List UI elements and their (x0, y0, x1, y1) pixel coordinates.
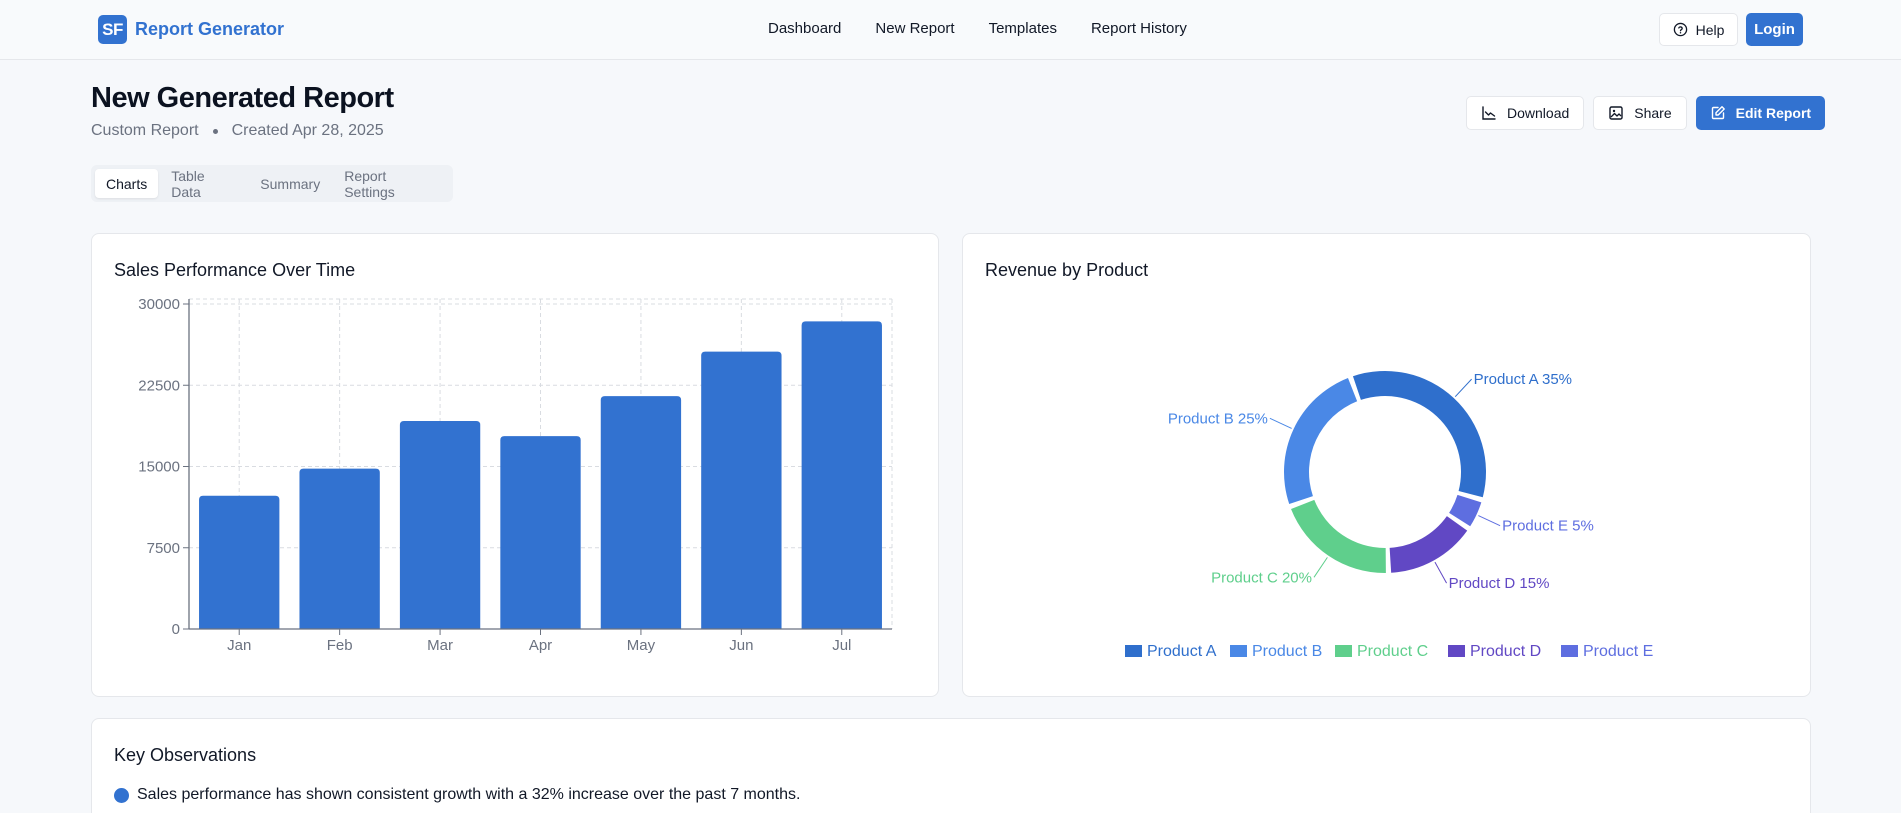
legend-label: Product A (1147, 643, 1217, 660)
help-button[interactable]: Help (1659, 13, 1738, 46)
nav-link-report-history[interactable]: Report History (1090, 20, 1187, 37)
donut-slice-product-b (1284, 378, 1358, 505)
legend-swatch (1125, 645, 1142, 657)
x-tick-label: May (627, 637, 656, 654)
slice-label: Product D 15% (1449, 575, 1550, 592)
x-tick-label: Jun (729, 637, 753, 654)
leader-line (1434, 561, 1448, 584)
donut-slice-product-d (1389, 516, 1468, 573)
tab-summary[interactable]: Summary (260, 175, 321, 192)
slice-label: Product A 35% (1474, 371, 1572, 388)
share-label: Share (1634, 105, 1672, 121)
nav-link-templates[interactable]: Templates (988, 20, 1057, 37)
slice-label: Product B 25% (1168, 410, 1268, 427)
y-tick-label: 30000 (138, 296, 180, 313)
bar-jan (199, 495, 280, 629)
report-created-date: Created Apr 28, 2025 (231, 122, 384, 139)
legend-label: Product E (1583, 643, 1653, 660)
legend-swatch (1335, 645, 1352, 657)
help-label: Help (1695, 21, 1725, 38)
leader-line (1269, 417, 1292, 429)
share-button[interactable]: Share (1593, 96, 1687, 130)
x-tick-label: Feb (327, 637, 353, 654)
revenue-by-product-card: Revenue by Product Product A 35% Product … (962, 233, 1811, 697)
leader-line (1454, 378, 1472, 398)
top-navbar: SF Report Generator Dashboard New Report… (0, 0, 1901, 60)
edit-report-label: Edit Report (1735, 105, 1812, 121)
observation-item: Sales performance has shown consistent g… (114, 786, 800, 804)
legend-label: Product D (1470, 643, 1541, 660)
bar-may (600, 396, 682, 629)
x-tick-label: Jan (227, 637, 251, 654)
y-tick-label: 15000 (138, 459, 180, 476)
brand-logo: SF (98, 15, 127, 44)
donut-slice-product-a (1352, 371, 1486, 498)
sales-bar-chart: 0 7500 15000 22500 30000 Jan Feb Mar Apr May Jun Ju… (138, 296, 893, 654)
bar-feb (299, 468, 380, 629)
donut-slice-product-c (1291, 499, 1386, 573)
page-title: New Generated Report (91, 82, 394, 114)
revenue-donut-chart: Product A 35% Product E 5% Product D 15% Pr… (1125, 371, 1653, 660)
leader-line (1313, 557, 1328, 578)
tab-charts[interactable]: Charts (95, 169, 159, 198)
nav-link-new-report[interactable]: New Report (875, 20, 955, 37)
slice-label: Product C 20% (1211, 569, 1312, 586)
separator-dot (212, 128, 218, 134)
y-tick-label: 22500 (138, 377, 180, 394)
report-type: Custom Report (91, 122, 199, 139)
report-actions: Download Share Edit Report (1466, 96, 1826, 130)
image-icon (1609, 106, 1623, 120)
bar-apr (500, 436, 581, 629)
legend-swatch (1448, 645, 1465, 657)
x-tick-label: Apr (529, 637, 552, 654)
bar-jul (801, 321, 882, 629)
bar-jun (701, 351, 782, 629)
observation-text: Sales performance has shown consistent g… (137, 786, 801, 803)
tab-report-settings[interactable]: Report Settings (344, 167, 395, 200)
login-button[interactable]: Login (1746, 13, 1803, 46)
sales-card-title: Sales Performance Over Time (114, 260, 356, 280)
x-tick-label: Jul (832, 637, 851, 654)
bar-mar (399, 421, 481, 629)
observations-title: Key Observations (114, 745, 257, 765)
legend-label: Product C (1357, 643, 1428, 660)
download-icon (1482, 106, 1496, 120)
legend-label: Product B (1252, 643, 1322, 660)
revenue-card-title: Revenue by Product (985, 260, 1149, 280)
legend-swatch (1561, 645, 1578, 657)
report-meta: Custom Report Created Apr 28, 2025 (91, 122, 384, 140)
y-tick-label: 0 (172, 621, 180, 638)
edit-report-button[interactable]: Edit Report (1695, 96, 1826, 130)
y-tick-label: 7500 (147, 540, 180, 557)
nav-links: Dashboard New Report Templates Report Hi… (768, 20, 1187, 37)
key-observations-card: Key Observations Sales performance has s… (91, 718, 1811, 813)
edit-icon (1711, 106, 1725, 120)
tab-table-data[interactable]: Table Data (171, 167, 205, 200)
sales-performance-card: Sales Performance Over Time 0 7500 15000 22… (91, 233, 939, 697)
bullet-icon (114, 787, 129, 803)
brand[interactable]: SF Report Generator (98, 15, 284, 44)
help-icon (1673, 22, 1687, 37)
download-button[interactable]: Download (1466, 96, 1585, 130)
legend-swatch (1230, 645, 1247, 657)
donut-slice-product-e (1449, 494, 1482, 527)
brand-name: Report Generator (135, 19, 285, 39)
report-tabs: Charts Table Data Summary Report Setting… (91, 165, 453, 202)
slice-label: Product E 5% (1502, 518, 1594, 535)
nav-link-dashboard[interactable]: Dashboard (768, 20, 842, 37)
x-tick-label: Mar (427, 637, 453, 654)
leader-line (1478, 515, 1501, 527)
download-label: Download (1507, 105, 1570, 121)
